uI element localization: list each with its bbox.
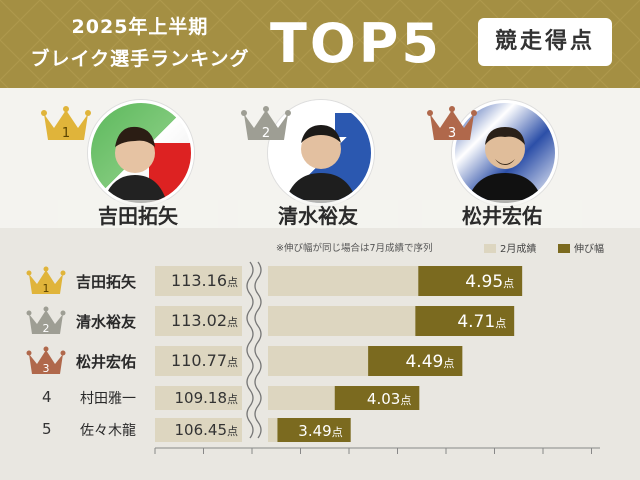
legend-growth-label: 伸び幅 [574,244,604,255]
legend-feb-label: 2月成績 [500,244,537,255]
crown-bronze-rank: 3 [448,126,456,141]
row-player-name: 吉田拓矢 [76,273,137,291]
header-ranking-title: ブレイク選手ランキング [30,48,250,70]
legend-feb: 2月成績 [484,240,536,255]
crown-gold-icon: 1 [41,106,91,141]
bar-growth [334,386,420,410]
row-rank-number: 5 [42,420,52,438]
svg-text:2: 2 [43,322,50,335]
header-top5: TOP5 [270,12,442,75]
crown-gold-rank: 1 [62,126,70,141]
row-crown-icon: 1 [26,266,66,295]
feb-score-unit: 点 [227,393,238,406]
podium-name-3: 松井宏佑 [422,200,582,229]
row-player-name: 松井宏佑 [76,353,137,371]
row-player-name: 村田雅一 [80,391,136,407]
bar-feb-score [268,346,369,376]
bar-feb-score [268,418,278,442]
podium-name-1: 吉田拓矢 [58,200,218,229]
legend-swatch-growth [558,244,570,253]
bar-growth [418,266,523,296]
feb-score-number: 113.16 [171,271,227,290]
feb-score-unit: 点 [227,356,238,369]
legend-growth: 伸び幅 [558,240,604,255]
row-crown-icon: 3 [26,346,66,375]
crown-silver-icon: 2 [241,106,291,141]
bar-feb-score [268,266,419,296]
feb-score-number: 110.77 [171,351,227,370]
legend-swatch-feb [484,244,496,253]
feb-score-unit: 点 [227,316,238,329]
feb-score-number: 106.45 [174,421,228,439]
feb-score-value: 113.16点 [155,266,242,296]
feb-score-unit: 点 [227,276,238,289]
bar-growth-label: 3.49点 [298,422,342,440]
axis-break-icon [246,261,254,439]
bar-growth-label: 4.95点 [465,272,514,292]
row-player-name: 佐々木龍 [80,423,136,439]
feb-score-value: 106.45点 [155,418,242,442]
avatar-3 [452,100,558,206]
crown-silver-rank: 2 [262,126,270,141]
feb-score-unit: 点 [227,425,238,438]
podium: 1 吉田拓矢 2 清水裕友 3 松井宏佑 [0,88,640,229]
bar-growth-label: 4.49点 [405,352,454,372]
bar-feb-score [268,306,416,336]
bar-growth [368,346,463,376]
bar-growth-label: 4.71点 [457,312,506,332]
podium-name-2: 清水裕友 [238,200,398,229]
axis-break-icon [254,261,262,439]
feb-score-number: 109.18 [174,389,228,407]
header-badge: 競走得点 [478,18,612,66]
row-player-name: 清水裕友 [76,313,137,331]
bar-growth [415,306,515,336]
svg-text:1: 1 [43,282,50,295]
feb-score-value: 109.18点 [155,386,242,410]
row-rank-number: 4 [42,388,52,406]
avatar-1 [88,100,194,206]
svg-text:3: 3 [43,362,50,375]
row-crown-icon: 2 [26,306,66,335]
bar-feb-score [268,386,335,410]
header-year-title: 2025年上半期 [71,16,209,38]
feb-score-value: 113.02点 [155,306,242,336]
feb-score-value: 110.77点 [155,346,242,376]
chart-note: ※伸び幅が同じ場合は7月成績で序列 [276,243,433,254]
bar-growth-label: 4.03点 [367,390,411,408]
bar-growth [277,418,351,442]
feb-score-number: 113.02 [171,311,227,330]
crown-bronze-icon: 3 [427,106,477,141]
header-banner: 2025年上半期 ブレイク選手ランキング TOP5 競走得点 [0,0,640,88]
